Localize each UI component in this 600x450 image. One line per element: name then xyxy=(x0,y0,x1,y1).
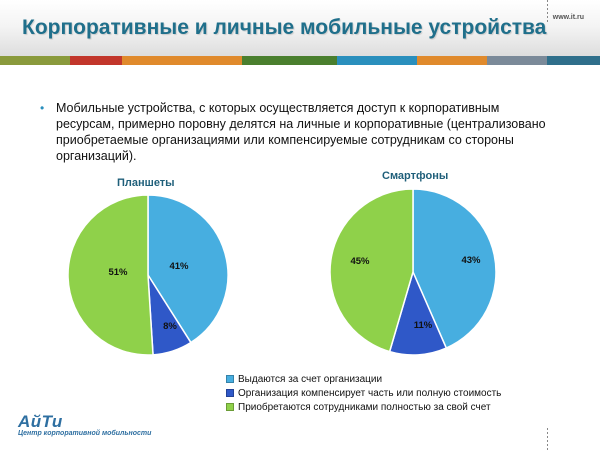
pie-chart-tablets: 41% 8% 51% xyxy=(67,194,229,356)
stripe-segment xyxy=(0,56,70,65)
pie-slice-label: 51% xyxy=(108,267,128,278)
chart-legend: Выдаются за счет организации Организация… xyxy=(226,372,501,414)
pie-slice-label: 8% xyxy=(163,321,177,332)
pie-slice-label: 11% xyxy=(414,320,433,331)
dotted-divider xyxy=(547,0,548,22)
bullet-item: • Мобильные устройства, с которых осущес… xyxy=(40,100,560,164)
logo-subtitle: Центр корпоративной мобильности xyxy=(18,430,152,437)
chart-title-smartphones: Смартфоны xyxy=(382,170,449,182)
legend-swatch-comp xyxy=(226,389,234,397)
stripe-segment xyxy=(122,56,242,65)
stripe-segment xyxy=(547,56,600,65)
legend-label-own: Приобретаются сотрудниками полностью за … xyxy=(238,401,491,413)
stripe-segment xyxy=(487,56,547,65)
company-logo: АйТи Центр корпоративной мобильности xyxy=(18,412,151,437)
chart-title-tablets: Планшеты xyxy=(117,177,175,189)
pie-slice xyxy=(67,194,154,356)
pie-slice xyxy=(412,188,497,350)
stripe-segment xyxy=(242,56,337,65)
stripe-segment xyxy=(417,56,487,65)
pie-slice-label: 43% xyxy=(461,255,481,266)
legend-label-comp: Организация компенсирует часть или полну… xyxy=(238,387,502,399)
pie-slice-label: 41% xyxy=(169,261,189,272)
stripe-segment xyxy=(337,56,417,65)
stripe-segment xyxy=(70,56,122,65)
legend-item-comp: Организация компенсирует часть или полну… xyxy=(226,386,501,400)
page-title: Корпоративные и личные мобильные устройс… xyxy=(22,16,547,39)
legend-swatch-own xyxy=(226,403,234,411)
legend-label-org: Выдаются за счет организации xyxy=(238,373,383,385)
bullet-text: Мобильные устройства, с которых осуществ… xyxy=(56,101,546,163)
site-url: www.it.ru xyxy=(552,14,584,21)
color-stripe xyxy=(0,56,600,65)
legend-item-org: Выдаются за счет организации xyxy=(226,372,501,386)
pie-slice xyxy=(329,188,414,353)
legend-item-own: Приобретаются сотрудниками полностью за … xyxy=(226,400,501,414)
legend-swatch-org xyxy=(226,375,234,383)
title-bar xyxy=(0,0,600,58)
logo-mark: АйТи xyxy=(18,412,63,431)
dotted-divider xyxy=(547,428,548,450)
pie-chart-smartphones: 43% 11% 45% xyxy=(329,188,497,356)
bullet-icon: • xyxy=(40,101,45,115)
pie-slice-label: 45% xyxy=(350,256,370,267)
